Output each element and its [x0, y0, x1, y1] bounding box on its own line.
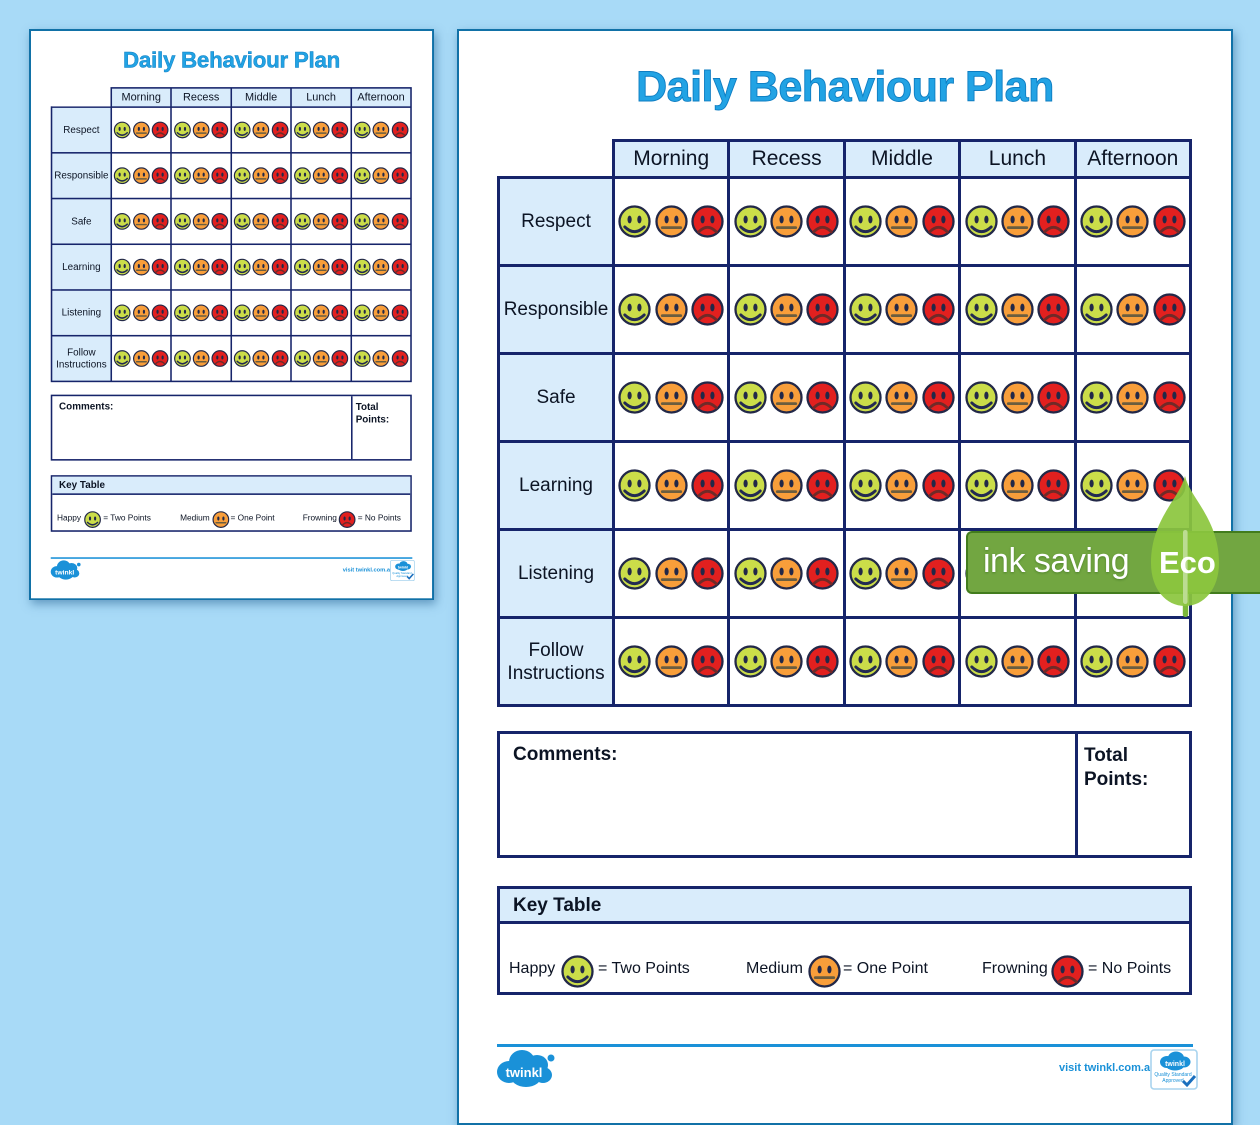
svg-text:Approved: Approved	[1162, 1078, 1184, 1084]
svg-text:Approved: Approved	[396, 574, 408, 578]
svg-text:twinkl: twinkl	[506, 1065, 543, 1080]
svg-text:twinkl: twinkl	[55, 569, 74, 576]
svg-text:Quality Standard: Quality Standard	[392, 571, 412, 575]
svg-text:twinkl: twinkl	[1165, 1061, 1185, 1068]
svg-text:twinkl: twinkl	[398, 566, 408, 570]
